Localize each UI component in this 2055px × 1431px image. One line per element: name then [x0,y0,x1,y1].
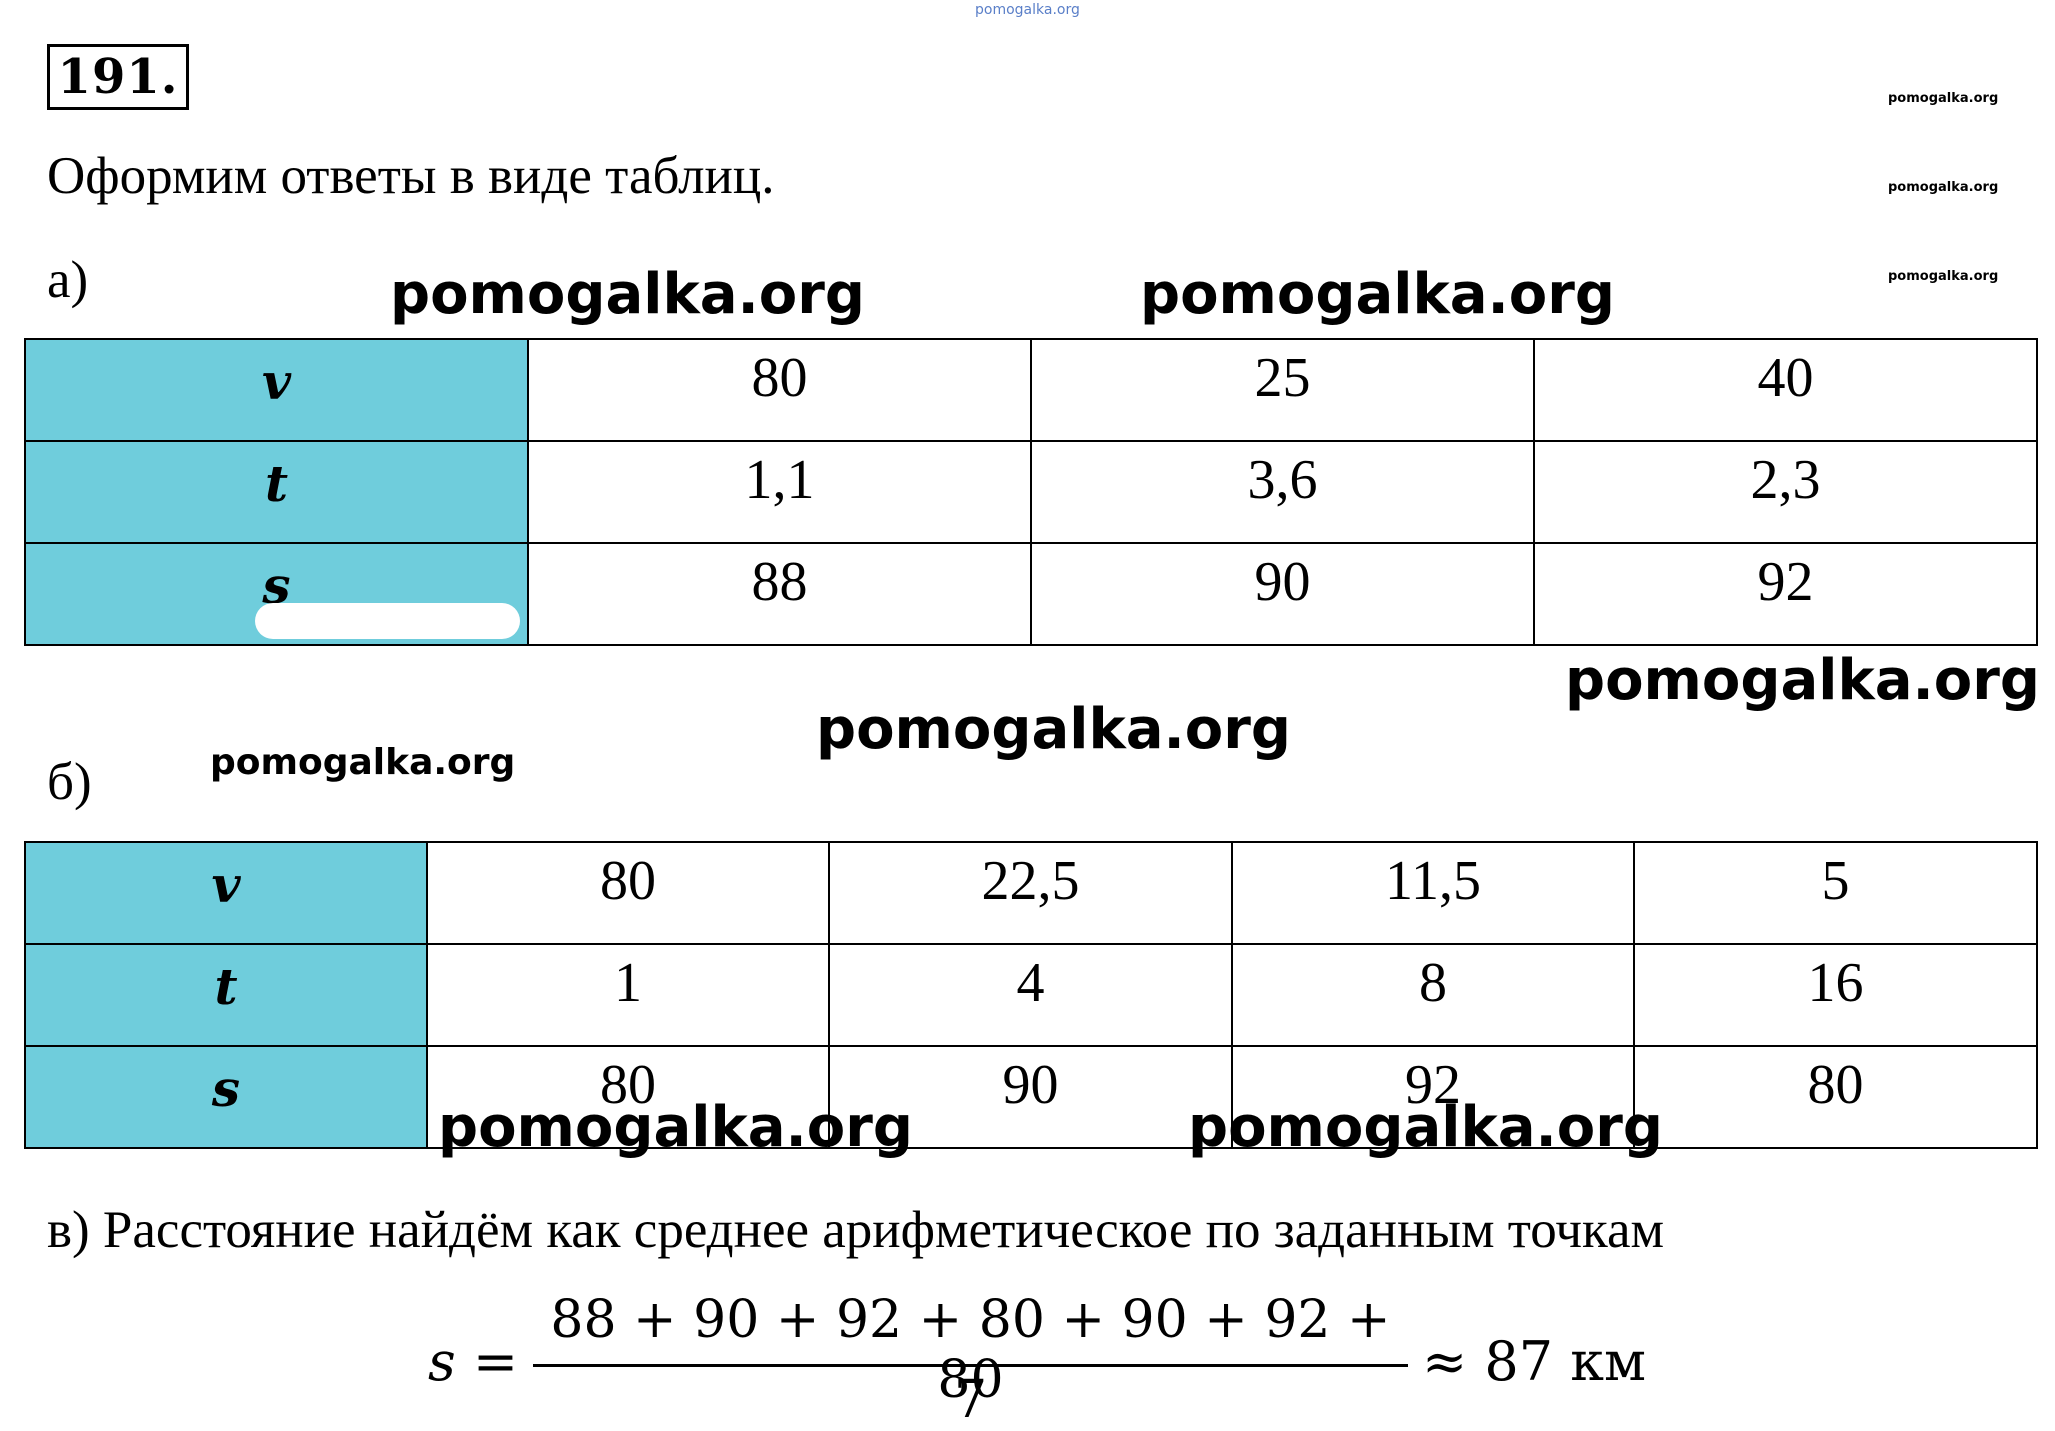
table-b-cell: 80 [426,841,830,945]
watermark-b-label-side: pomogalka.org [210,742,516,783]
part-c-text: в) Расстояние найдём как среднее арифмет… [47,1201,1665,1259]
table-b-cell: 22,5 [828,841,1233,945]
table-b-cell: 16 [1633,943,2038,1047]
fraction-bar [533,1364,1408,1367]
part-b-label: б) [47,753,92,811]
table-b-cell: 1 [426,943,830,1047]
table-a-row-s: s 88 90 92 [24,542,2038,646]
table-b-row-v: v 80 22,5 11,5 5 [24,841,2038,945]
table-a-row-t: t 1,1 3,6 2,3 [24,440,2038,544]
table-a-cell: 3,6 [1030,440,1535,544]
table-b-cell: 8 [1231,943,1635,1047]
table-b: v 80 22,5 11,5 5 t 1 4 8 16 s 80 90 92 8… [24,841,2038,1149]
table-b-head-t: t [24,943,428,1047]
watermark-side-1: pomogalka.org [1888,91,1999,106]
table-b-cell: 4 [828,943,1233,1047]
watermark-b-bottom-right: pomogalka.org [1188,1095,1663,1160]
table-a-cell: 25 [1030,338,1535,442]
table-b-cell: 11,5 [1231,841,1635,945]
watermark-side-2: pomogalka.org [1888,180,1999,195]
formula-denominator: 7 [953,1370,988,1430]
intro-text: Оформим ответы в виде таблиц. [47,147,775,205]
table-a-cell: 88 [527,542,1032,646]
table-b-cell: 5 [1633,841,2038,945]
table-a-head-v: v [24,338,529,442]
watermark-b-bottom-left: pomogalka.org [438,1095,913,1160]
table-b-row-t: t 1 4 8 16 [24,943,2038,1047]
table-b-row-s: s 80 90 92 80 [24,1045,2038,1149]
table-a: v 80 25 40 t 1,1 3,6 2,3 s 88 90 92 [24,338,2038,646]
formula-result: ≈ 87 км [1422,1330,1647,1393]
formula-numerator: 88 + 90 + 92 + 80 + 90 + 92 + 80 [550,1290,1391,1410]
table-b-cell: 90 [828,1045,1233,1149]
table-a-cell: 90 [1030,542,1535,646]
table-b-cell: 92 [1231,1045,1635,1149]
watermark-a-right: pomogalka.org [1140,262,1615,327]
table-a-cell: 1,1 [527,440,1032,544]
table-b-cell: 80 [1633,1045,2038,1149]
table-a-cell: 40 [1533,338,2038,442]
watermark-side-3: pomogalka.org [1888,269,1999,284]
watermark-mid-center: pomogalka.org [816,697,1291,762]
formula-lhs: s = [428,1330,519,1393]
table-a-cell: 92 [1533,542,2038,646]
part-a-label: а) [47,251,89,309]
watermark-mid-right: pomogalka.org [1565,648,2040,713]
table-a-cell: 80 [527,338,1032,442]
table-a-head-t: t [24,440,529,544]
table-a-cell: 2,3 [1533,440,2038,544]
watermark-a-left: pomogalka.org [390,262,865,327]
problem-number: 191. [47,44,189,110]
watermark-top: pomogalka.org [975,2,1080,18]
table-b-head-s: s [24,1045,428,1149]
erased-patch [255,603,520,639]
table-b-head-v: v [24,841,428,945]
table-a-row-v: v 80 25 40 [24,338,2038,442]
table-b-cell: 80 [426,1045,830,1149]
